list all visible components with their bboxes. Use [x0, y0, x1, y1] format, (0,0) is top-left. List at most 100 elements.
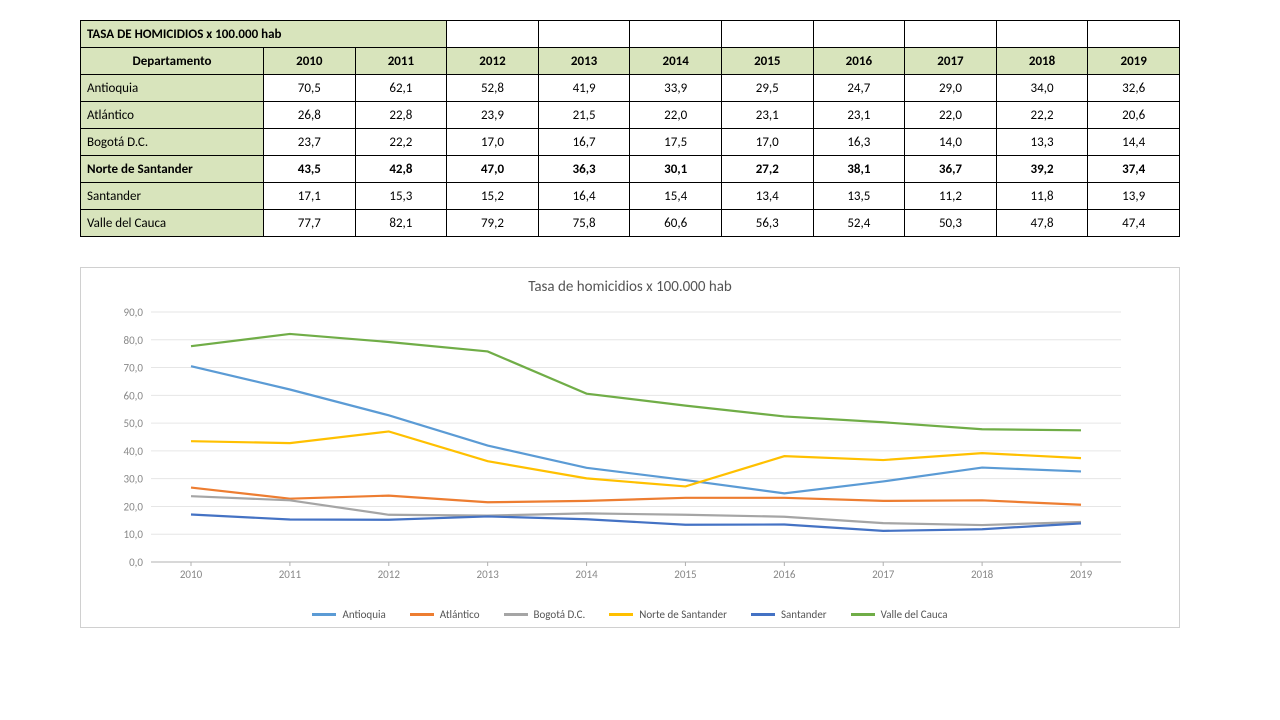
svg-text:2016: 2016 [773, 568, 796, 581]
dept-cell: Atlántico [81, 102, 264, 129]
year-header: 2013 [538, 48, 630, 75]
value-cell: 23,9 [447, 102, 539, 129]
series-line [191, 488, 1081, 505]
dept-cell: Antioquia [81, 75, 264, 102]
value-cell: 23,1 [721, 102, 813, 129]
legend-swatch [751, 613, 775, 616]
svg-text:80,0: 80,0 [124, 334, 144, 347]
svg-text:2013: 2013 [477, 568, 500, 581]
value-cell: 29,5 [721, 75, 813, 102]
value-cell: 11,2 [905, 183, 997, 210]
legend-swatch [851, 613, 875, 616]
year-header: 2015 [721, 48, 813, 75]
legend-label: Atlántico [440, 608, 480, 621]
value-cell: 29,0 [905, 75, 997, 102]
value-cell: 22,0 [630, 102, 722, 129]
svg-text:2017: 2017 [872, 568, 895, 581]
svg-text:70,0: 70,0 [124, 362, 144, 375]
legend-swatch [312, 613, 336, 616]
year-header: 2014 [630, 48, 722, 75]
svg-text:90,0: 90,0 [124, 306, 144, 319]
table-row: Norte de Santander43,542,847,036,330,127… [81, 156, 1180, 183]
value-cell: 42,8 [355, 156, 447, 183]
value-cell: 14,4 [1088, 129, 1180, 156]
table-row: Santander17,115,315,216,415,413,413,511,… [81, 183, 1180, 210]
series-line [191, 366, 1081, 493]
value-cell: 79,2 [447, 210, 539, 237]
value-cell: 60,6 [630, 210, 722, 237]
dept-cell: Norte de Santander [81, 156, 264, 183]
year-header: 2011 [355, 48, 447, 75]
value-cell: 22,2 [996, 102, 1088, 129]
value-cell: 24,7 [813, 75, 905, 102]
line-chart: 0,010,020,030,040,050,060,070,080,090,02… [101, 302, 1141, 602]
series-line [191, 515, 1081, 531]
value-cell: 20,6 [1088, 102, 1180, 129]
svg-text:30,0: 30,0 [124, 473, 144, 486]
value-cell: 17,5 [630, 129, 722, 156]
value-cell: 36,7 [905, 156, 997, 183]
chart-legend: Antioquia Atlántico Bogotá D.C. Norte de Sa… [101, 608, 1159, 621]
svg-text:2019: 2019 [1070, 568, 1093, 581]
value-cell: 26,8 [264, 102, 356, 129]
value-cell: 39,2 [996, 156, 1088, 183]
legend-swatch [410, 613, 434, 616]
dept-cell: Valle del Cauca [81, 210, 264, 237]
chart-title: Tasa de homicidios x 100.000 hab [101, 278, 1159, 296]
svg-text:2012: 2012 [378, 568, 401, 581]
legend-swatch [504, 613, 528, 616]
legend-item: Santander [751, 608, 827, 621]
value-cell: 22,8 [355, 102, 447, 129]
value-cell: 11,8 [996, 183, 1088, 210]
legend-label: Antioquia [342, 608, 385, 621]
value-cell: 23,1 [813, 102, 905, 129]
svg-text:2011: 2011 [279, 568, 302, 581]
homicide-table: TASA DE HOMICIDIOS x 100.000 hab Departa… [80, 20, 1180, 237]
value-cell: 16,3 [813, 129, 905, 156]
svg-text:2018: 2018 [971, 568, 994, 581]
chart-container: Tasa de homicidios x 100.000 hab 0,010,0… [80, 267, 1180, 628]
legend-label: Norte de Santander [639, 608, 727, 621]
value-cell: 82,1 [355, 210, 447, 237]
svg-text:2015: 2015 [674, 568, 696, 581]
value-cell: 22,2 [355, 129, 447, 156]
value-cell: 62,1 [355, 75, 447, 102]
legend-item: Antioquia [312, 608, 385, 621]
legend-item: Bogotá D.C. [504, 608, 586, 621]
dept-cell: Santander [81, 183, 264, 210]
value-cell: 13,4 [721, 183, 813, 210]
value-cell: 75,8 [538, 210, 630, 237]
year-header: 2017 [905, 48, 997, 75]
svg-text:20,0: 20,0 [124, 500, 144, 513]
value-cell: 32,6 [1088, 75, 1180, 102]
dept-header: Departamento [81, 48, 264, 75]
year-header: 2012 [447, 48, 539, 75]
value-cell: 47,0 [447, 156, 539, 183]
value-cell: 17,0 [721, 129, 813, 156]
value-cell: 13,9 [1088, 183, 1180, 210]
value-cell: 30,1 [630, 156, 722, 183]
svg-text:40,0: 40,0 [124, 445, 144, 458]
value-cell: 34,0 [996, 75, 1088, 102]
value-cell: 13,5 [813, 183, 905, 210]
value-cell: 13,3 [996, 129, 1088, 156]
value-cell: 33,9 [630, 75, 722, 102]
table-title-row: TASA DE HOMICIDIOS x 100.000 hab [81, 21, 1180, 48]
legend-label: Santander [781, 608, 827, 621]
table-row: Bogotá D.C.23,722,217,016,717,517,016,31… [81, 129, 1180, 156]
value-cell: 77,7 [264, 210, 356, 237]
svg-text:0,0: 0,0 [129, 556, 143, 569]
table-row: Atlántico26,822,823,921,522,023,123,122,… [81, 102, 1180, 129]
legend-item: Norte de Santander [609, 608, 727, 621]
value-cell: 50,3 [905, 210, 997, 237]
value-cell: 27,2 [721, 156, 813, 183]
value-cell: 56,3 [721, 210, 813, 237]
table-title: TASA DE HOMICIDIOS x 100.000 hab [81, 21, 447, 48]
value-cell: 47,4 [1088, 210, 1180, 237]
legend-item: Atlántico [410, 608, 480, 621]
value-cell: 52,4 [813, 210, 905, 237]
value-cell: 23,7 [264, 129, 356, 156]
svg-text:2010: 2010 [180, 568, 203, 581]
value-cell: 22,0 [905, 102, 997, 129]
value-cell: 47,8 [996, 210, 1088, 237]
